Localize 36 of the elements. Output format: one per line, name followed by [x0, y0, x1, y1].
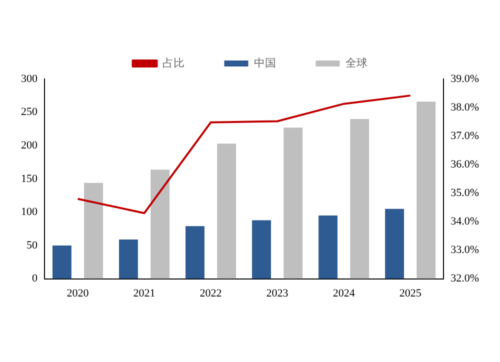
legend-label: 占比 — [162, 56, 184, 70]
y2-tick-label: 34.0% — [450, 216, 480, 228]
bar — [252, 220, 271, 279]
y-tick-label: 100 — [21, 206, 38, 218]
y2-tick-label: 38.0% — [450, 101, 480, 114]
y-tick-label: 200 — [21, 139, 38, 152]
y-tick-label: 250 — [21, 106, 38, 118]
y-tick-label: 50 — [26, 239, 38, 252]
y2-tick-label: 32.0% — [450, 272, 480, 285]
bar — [284, 128, 303, 279]
y2-tick-label: 33.0% — [450, 244, 480, 256]
bar — [217, 144, 236, 279]
bar — [350, 118, 370, 279]
y2-tick-label: 37.0% — [450, 130, 480, 142]
y-tick-label: 150 — [21, 172, 38, 185]
x-tick-label: 2020 — [66, 287, 90, 300]
bar — [118, 240, 138, 279]
legend-label: 中国 — [254, 56, 276, 70]
bar — [52, 246, 72, 279]
bar — [150, 170, 170, 279]
bar — [416, 102, 436, 279]
x-tick-label: 2024 — [332, 287, 356, 300]
bar — [186, 226, 204, 279]
x-tick-label: 2021 — [133, 287, 156, 300]
bar — [318, 216, 338, 279]
y2-tick-label: 39.0% — [450, 72, 480, 85]
bar — [84, 182, 104, 279]
y-tick-label: 0 — [32, 272, 38, 285]
x-tick-label: 2025 — [399, 287, 422, 300]
y2-tick-label: 35.0% — [450, 187, 480, 200]
x-tick-label: 2023 — [266, 287, 289, 300]
y2-tick-label: 36.0% — [450, 158, 480, 171]
bar — [385, 208, 404, 279]
x-tick-label: 2022 — [200, 287, 222, 300]
y-tick-label: 300 — [21, 72, 38, 85]
legend-label: 全球 — [345, 56, 368, 70]
